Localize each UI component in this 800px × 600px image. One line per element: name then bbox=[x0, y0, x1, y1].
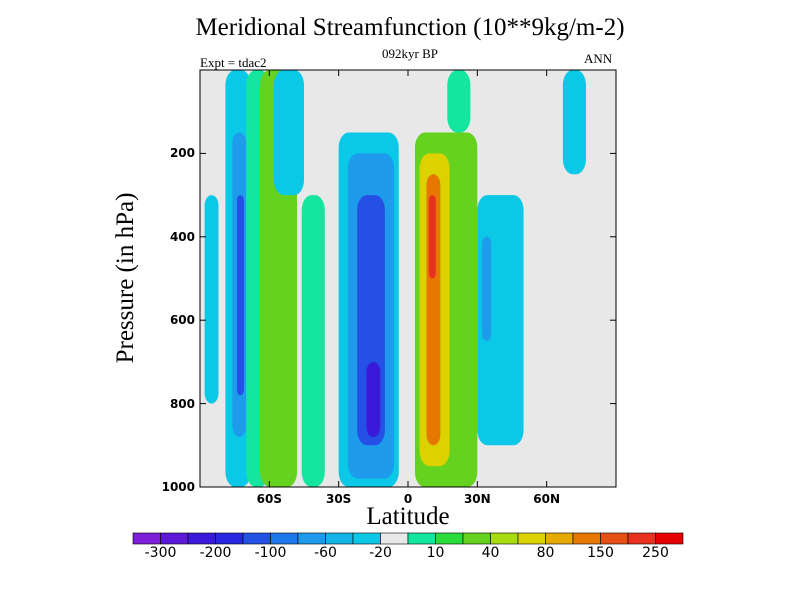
y-tick-label-1: 400 bbox=[169, 229, 195, 244]
x-tick-label-3: 30N bbox=[463, 492, 491, 506]
colorbar-swatch-10 bbox=[407, 532, 436, 545]
x-tick-label-4: 60N bbox=[533, 492, 561, 506]
colorbar-label-4: -20 bbox=[369, 545, 392, 561]
colorbar-swatch-1 bbox=[160, 532, 189, 545]
chart-subtitle: 092kyr BP bbox=[382, 46, 438, 61]
x-tick-label-1: 30S bbox=[325, 492, 352, 506]
colorbar-swatch-16 bbox=[572, 532, 601, 545]
contour-cell-19 bbox=[562, 70, 586, 175]
contour-cell-15 bbox=[428, 195, 436, 279]
colorbar-swatch-3 bbox=[215, 532, 244, 545]
colorbar-label-0: -300 bbox=[144, 545, 177, 561]
colorbar-swatch-11 bbox=[435, 532, 464, 545]
colorbar-swatch-4 bbox=[242, 532, 271, 545]
x-tick-label-0: 60S bbox=[256, 492, 282, 506]
contour-cell-11 bbox=[366, 361, 381, 437]
contour-cell-6 bbox=[273, 70, 304, 196]
y-tick-label-0: 200 bbox=[169, 146, 195, 161]
colorbar-swatch-18 bbox=[627, 532, 656, 545]
colorbar-label-7: 80 bbox=[536, 545, 555, 561]
colorbar-swatch-12 bbox=[462, 532, 491, 545]
y-tick-label-3: 800 bbox=[169, 396, 195, 411]
contour-cell-18 bbox=[481, 236, 492, 342]
contour-cell-3 bbox=[204, 195, 219, 404]
chart-title: Meridional Streamfunction (10**9kg/m-2) bbox=[195, 14, 625, 41]
colorbar-label-5: 10 bbox=[426, 545, 445, 561]
colorbar-label-1: -200 bbox=[199, 545, 232, 561]
colorbar-swatch-17 bbox=[600, 532, 629, 545]
colorbar-label-9: 250 bbox=[642, 545, 669, 561]
colorbar-label-8: 150 bbox=[587, 545, 614, 561]
y-tick-label-2: 600 bbox=[169, 313, 195, 328]
colorbar-swatch-9 bbox=[380, 532, 409, 545]
colorbar-swatch-13 bbox=[490, 532, 519, 545]
colorbar-label-2: -100 bbox=[254, 545, 287, 561]
contour-cell-7 bbox=[301, 195, 325, 487]
season-annotation: ANN bbox=[584, 51, 613, 66]
colorbar-label-6: 40 bbox=[481, 545, 500, 561]
x-tick-label-2: 0 bbox=[403, 492, 413, 506]
y-tick-label-4: 1000 bbox=[161, 480, 195, 494]
contour-cell-16 bbox=[447, 70, 471, 133]
colorbar-swatch-19 bbox=[655, 532, 684, 545]
colorbar-swatch-14 bbox=[517, 532, 546, 545]
x-axis-label: Latitude bbox=[366, 503, 450, 530]
colorbar-swatch-0 bbox=[132, 532, 161, 545]
colorbar-swatch-15 bbox=[545, 532, 574, 545]
colorbar-swatch-6 bbox=[297, 532, 326, 545]
colorbar-label-3: -60 bbox=[314, 545, 337, 561]
colorbar-swatch-7 bbox=[325, 532, 354, 545]
colorbar-swatch-8 bbox=[352, 532, 381, 545]
colorbar-swatch-2 bbox=[187, 532, 216, 545]
experiment-annotation: Expt = tdac2 bbox=[200, 55, 267, 70]
contour-cell-2 bbox=[236, 195, 244, 396]
colorbar-swatch-5 bbox=[270, 532, 299, 545]
